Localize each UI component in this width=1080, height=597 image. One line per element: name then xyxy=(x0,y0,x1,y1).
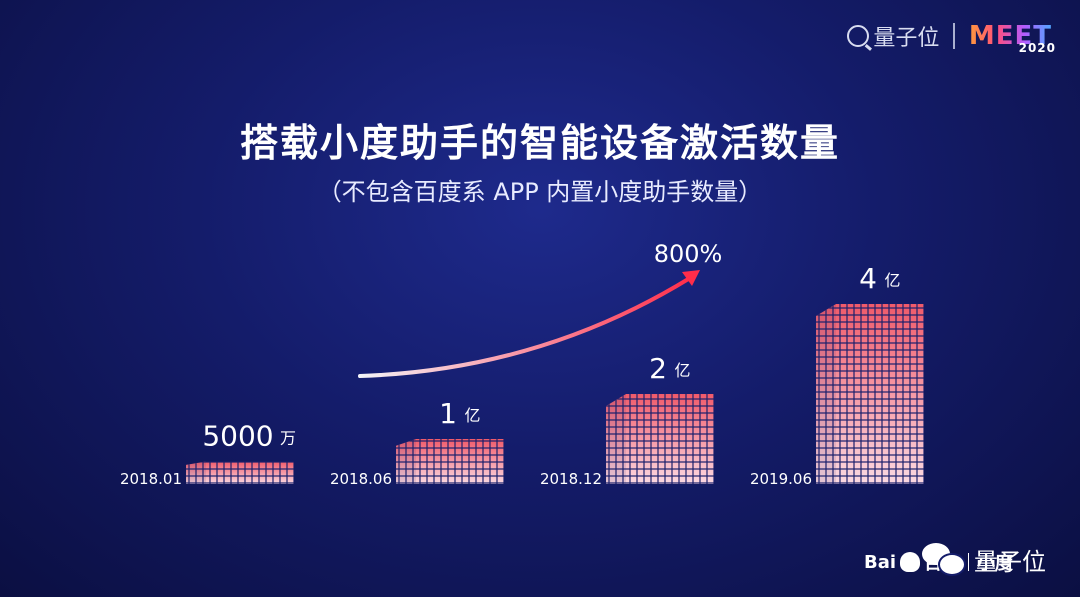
bar-grid xyxy=(206,461,294,484)
logo-divider xyxy=(953,23,955,49)
bar-side-grid xyxy=(396,439,416,484)
xiaodu-logo-text: 小度 xyxy=(977,553,1014,574)
page-subtitle: （不包含百度系 APP 内置小度助手数量） xyxy=(317,178,763,206)
value-unit-label: 亿 xyxy=(675,361,691,380)
growth-label: 800% xyxy=(654,240,723,268)
value-unit-label: 亿 xyxy=(465,406,481,425)
value-unit-label: 亿 xyxy=(885,271,901,290)
category-label: 2018.01 xyxy=(120,470,182,488)
meet-logo: MEET 2020 xyxy=(969,21,1055,55)
qbit-logo: 量子位 xyxy=(847,20,939,52)
value-label: 5000 xyxy=(202,420,273,453)
bar-grid xyxy=(416,439,504,484)
bar-group: 2018.01 5000 万 xyxy=(120,420,296,489)
qbit-logo-text: 量子位 xyxy=(873,26,940,51)
watermark-account: 量子位 xyxy=(974,547,1046,576)
value-label: 1 xyxy=(439,397,457,430)
wechat-icon xyxy=(920,541,966,577)
bar-side-grid xyxy=(606,394,626,484)
baidu-logo-text: Bai xyxy=(864,551,897,573)
growth-arrow-head xyxy=(682,270,700,286)
value-unit-label: 万 xyxy=(280,429,296,448)
bar-grid xyxy=(626,394,714,484)
page-title: 搭载小度助手的智能设备激活数量 xyxy=(239,121,840,165)
bar-side-grid xyxy=(816,304,836,484)
bar-group: 2018.12 2 亿 xyxy=(540,352,714,488)
qbit-q-icon xyxy=(847,25,870,47)
wechat-watermark: 量子位 xyxy=(920,541,1046,577)
bar-grid xyxy=(836,304,924,484)
category-label: 2018.12 xyxy=(540,470,602,488)
growth-arrow xyxy=(358,276,692,378)
baidu-paw-icon xyxy=(900,552,921,572)
category-label: 2019.06 xyxy=(750,470,812,488)
bar-side-grid xyxy=(186,461,206,484)
value-label: 2 xyxy=(649,352,667,385)
bar-group: 2018.06 1 亿 xyxy=(330,397,504,488)
value-label: 4 xyxy=(859,262,877,295)
brand-separator xyxy=(968,553,970,571)
header-logos: 量子位 MEET 2020 xyxy=(847,18,1055,55)
bar-group: 2019.06 4 亿 xyxy=(750,262,924,488)
category-label: 2018.06 xyxy=(330,470,392,488)
meet-year: 2020 xyxy=(1018,41,1056,55)
